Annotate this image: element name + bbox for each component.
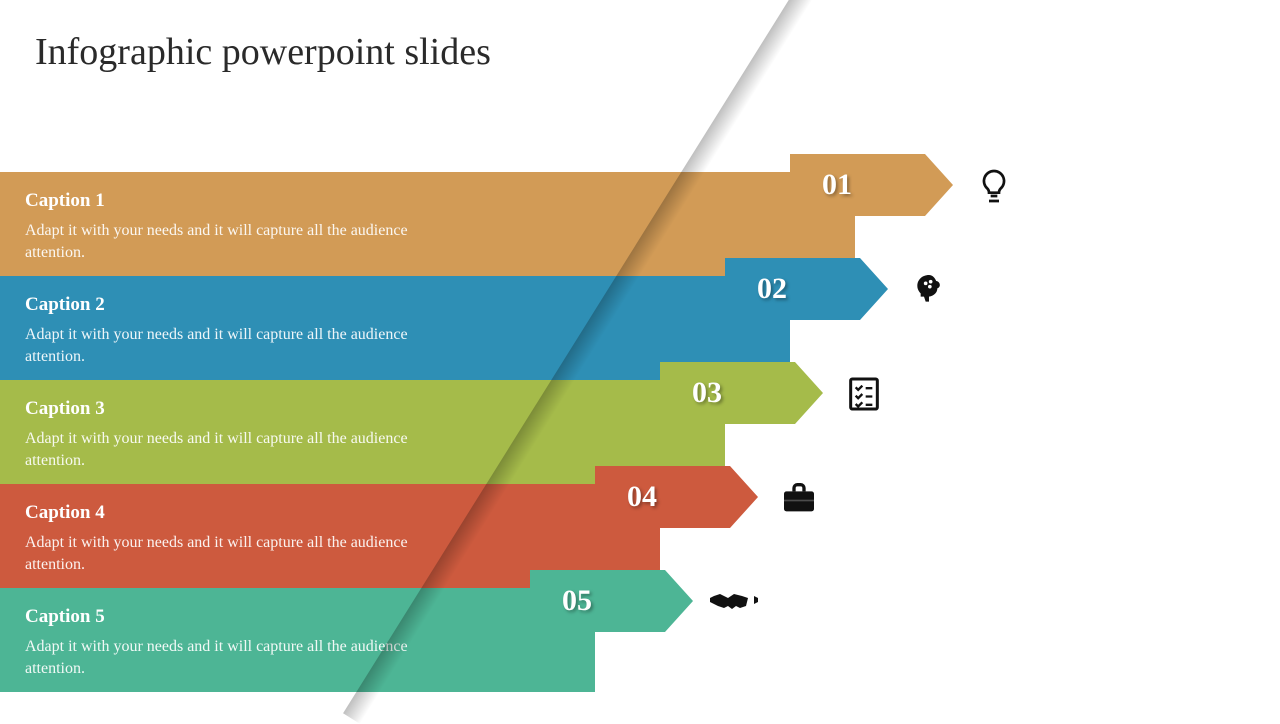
- number-arrow-2: 02: [725, 258, 860, 320]
- caption-title-1: Caption 1: [25, 190, 830, 212]
- arrow-tip-2: [860, 258, 888, 320]
- handshake-icon: [710, 578, 758, 626]
- caption-desc-3: Adapt it with your needs and it will cap…: [25, 428, 455, 471]
- arrow-tip-4: [730, 466, 758, 528]
- caption-desc-1: Adapt it with your needs and it will cap…: [25, 220, 455, 263]
- caption-title-3: Caption 3: [25, 398, 700, 420]
- brain-icon: [905, 266, 953, 314]
- arrow-tip-5: [665, 570, 693, 632]
- number-arrow-4: 04: [595, 466, 730, 528]
- caption-title-5: Caption 5: [25, 606, 570, 628]
- caption-desc-2: Adapt it with your needs and it will cap…: [25, 324, 455, 367]
- lightbulb-icon: [970, 162, 1018, 210]
- number-arrow-1: 01: [790, 154, 925, 216]
- arrow-tip-1: [925, 154, 953, 216]
- briefcase-icon: [775, 474, 823, 522]
- slide-title: Infographic powerpoint slides: [35, 30, 491, 74]
- caption-bar-5: Caption 5 Adapt it with your needs and i…: [0, 588, 595, 692]
- number-arrow-3: 03: [660, 362, 795, 424]
- number-arrow-5: 05: [530, 570, 665, 632]
- arrow-tip-3: [795, 362, 823, 424]
- caption-desc-4: Adapt it with your needs and it will cap…: [25, 532, 455, 575]
- caption-title-4: Caption 4: [25, 502, 635, 524]
- caption-title-2: Caption 2: [25, 294, 765, 316]
- checklist-icon: [840, 370, 888, 418]
